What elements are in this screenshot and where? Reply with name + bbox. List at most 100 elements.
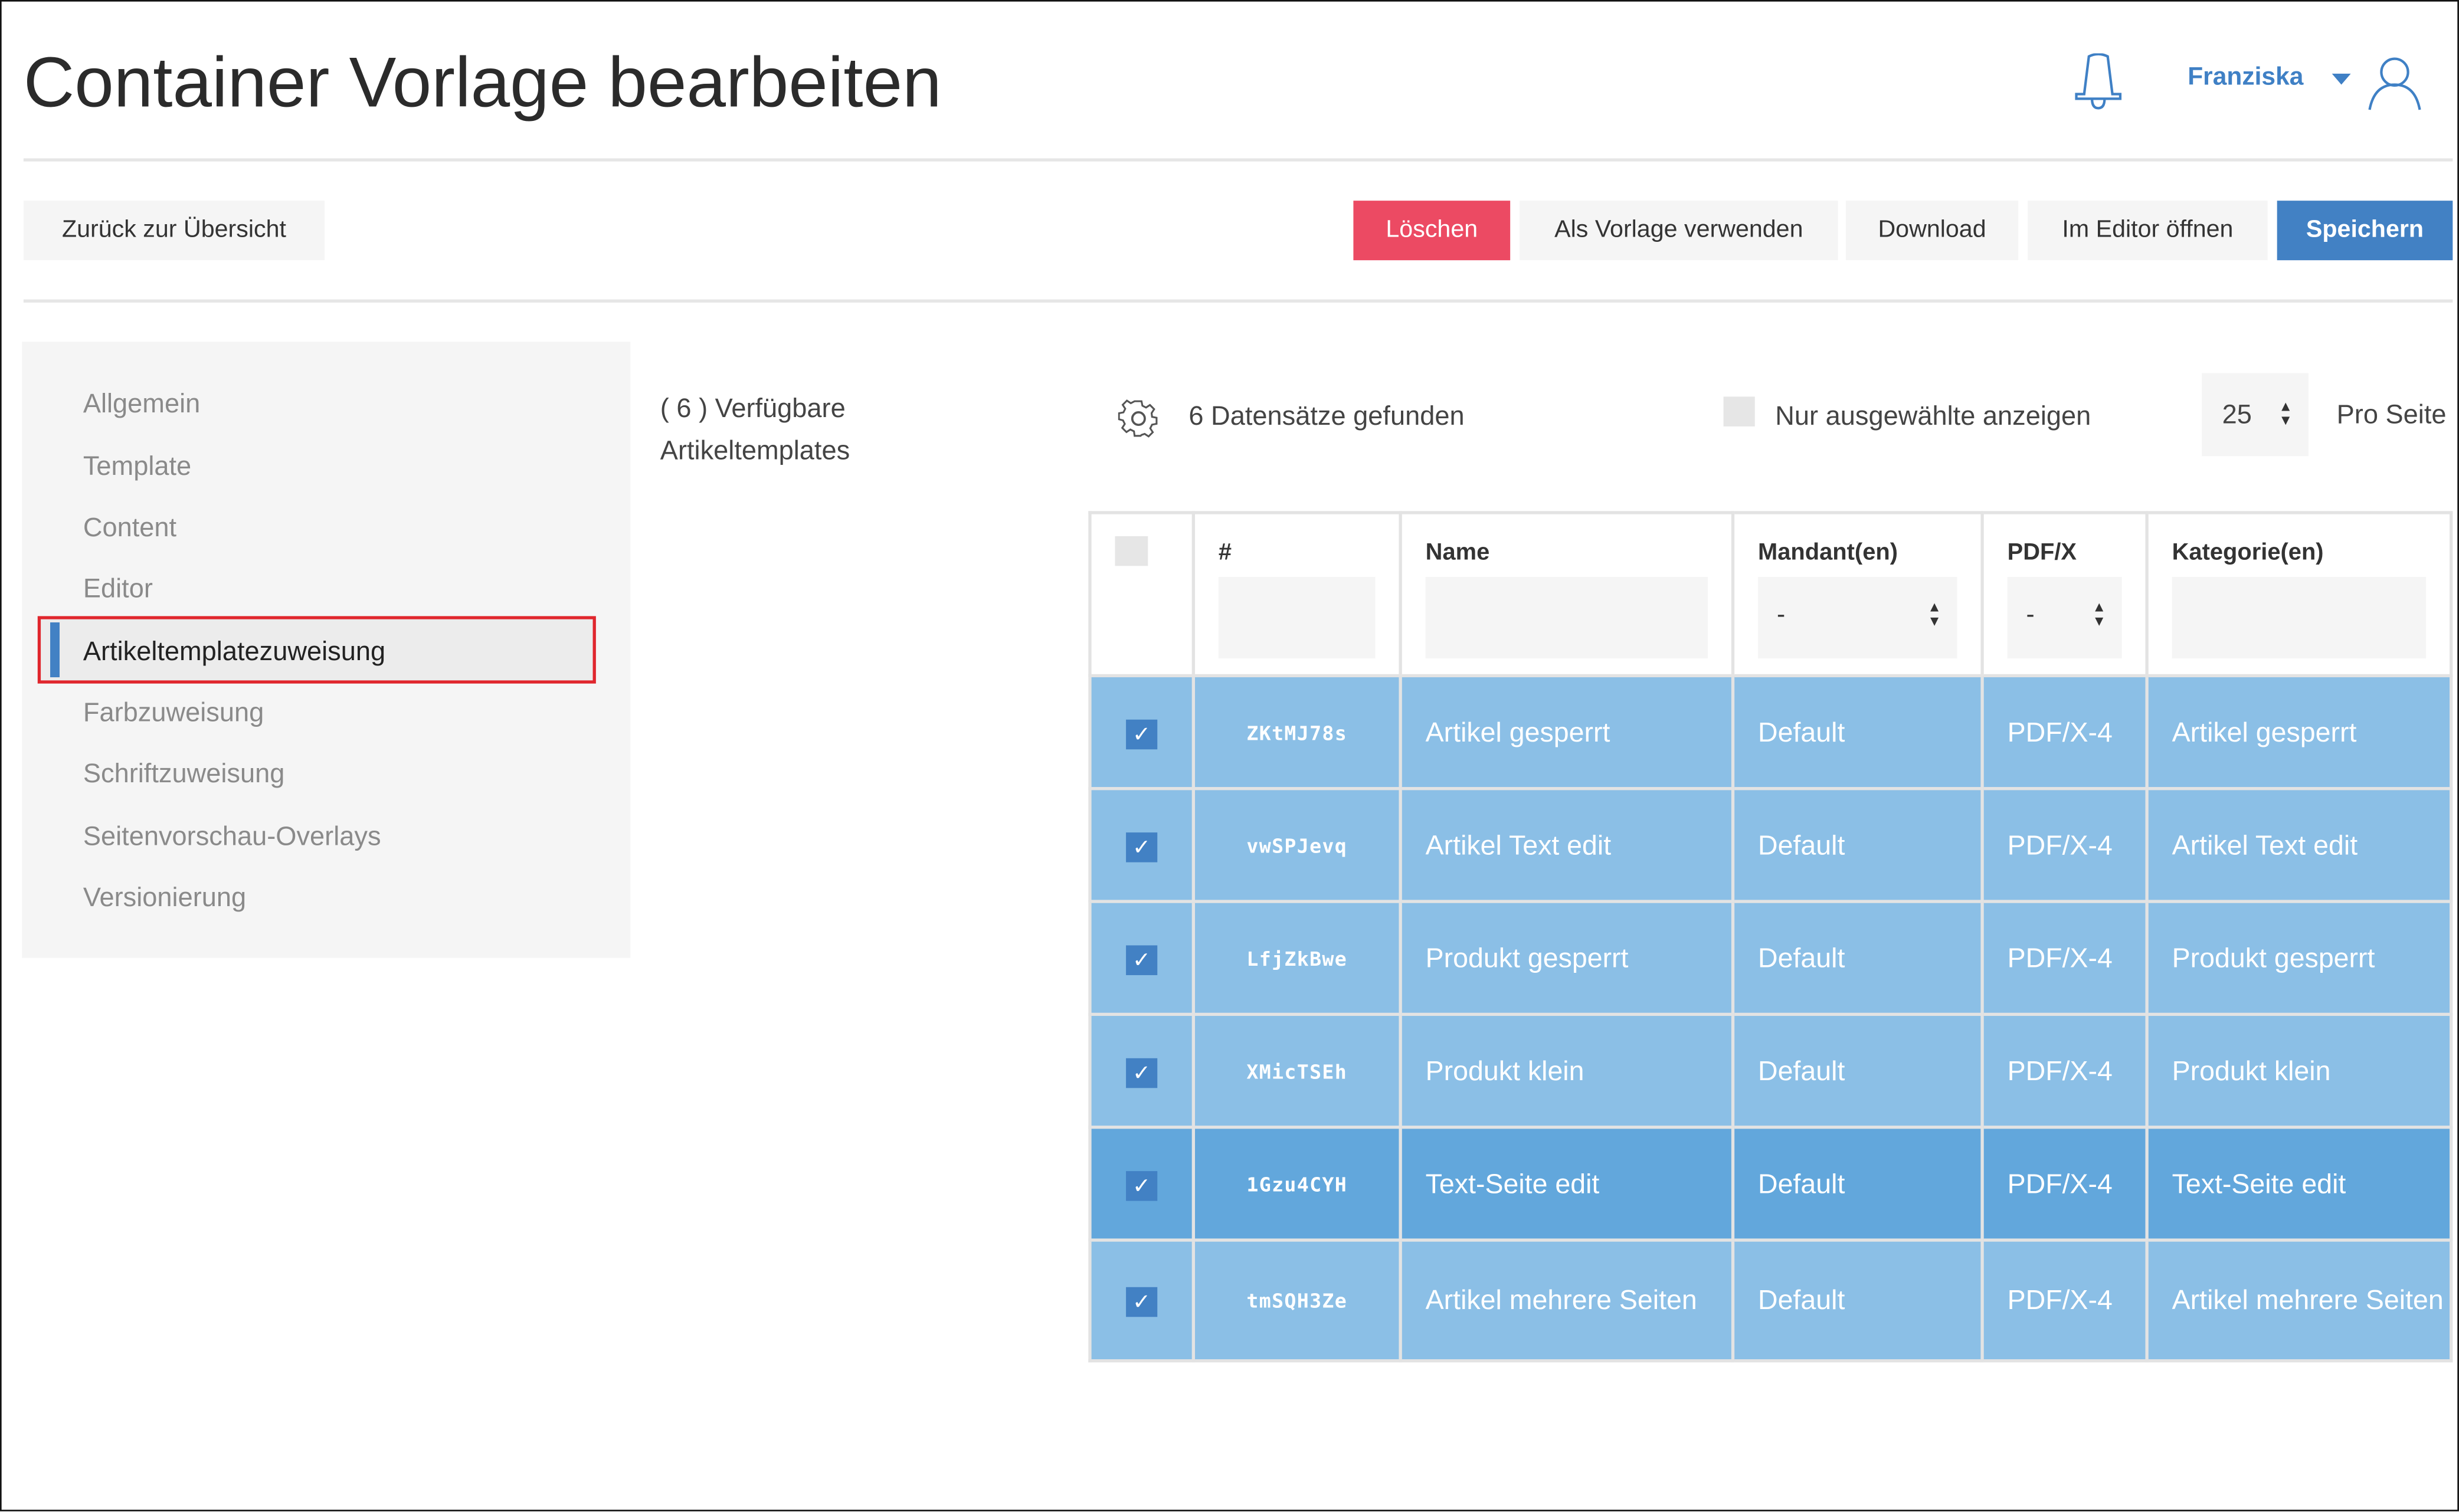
checkmark-icon: ✓ [1132,720,1151,746]
available-count-label-2: Artikeltemplates [660,435,850,466]
only-selected-label: Nur ausgewählte anzeigen [1775,401,2091,431]
select-arrows-icon: ▲ ▼ [2278,398,2293,428]
id-cell: ZKtMJ78s [1191,674,1402,791]
row-select-cell: ✓ [1088,674,1196,791]
checkmark-icon: ✓ [1132,1172,1151,1198]
id-cell: tmSQH3Ze [1191,1238,1402,1363]
mandant-cell: Default [1731,1012,1984,1129]
table-row[interactable]: ✓ tmSQH3Ze Artikel mehrere Seiten Default PD… [1088,1238,2453,1363]
caret-down-icon[interactable] [2332,73,2351,85]
row-checkbox[interactable]: ✓ [1126,831,1158,862]
sidebar-item-farbzuweisung[interactable]: Farbzuweisung [83,697,264,728]
mandant-cell: Default [1731,674,1984,791]
select-all-checkbox[interactable] [1115,536,1148,566]
column-mandant: Mandant(en) - ▲ ▼ [1731,511,1984,678]
sidebar-item-content[interactable]: Content [83,513,177,543]
checkmark-icon: ✓ [1132,1288,1151,1314]
name-cell: Artikel mehrere Seiten [1399,1238,1735,1363]
page-title: Container Vorlage bearbeiten [23,42,942,123]
id-cell: vwSPJevq [1191,787,1402,903]
column-id: # [1191,511,1402,678]
kategorie-cell: Artikel mehrere Seiten [2145,1238,2453,1363]
filter-value: - [1776,602,1786,629]
active-indicator [50,622,60,678]
row-select-cell: ✓ [1088,1238,1196,1363]
name-cell: Produkt klein [1399,1012,1735,1129]
sidebar-item-template[interactable]: Template [83,451,192,481]
sidebar: Allgemein Template Content Editor Artike… [22,342,631,958]
sidebar-item-seitenvorschau-overlays[interactable]: Seitenvorschau-Overlays [83,821,381,852]
row-checkbox[interactable]: ✓ [1126,1057,1158,1087]
row-checkbox[interactable]: ✓ [1126,1170,1158,1201]
templates-table: # Name Mandant(en) - ▲ ▼ PDF/X - ▲ ▼ Kategorie… [1088,511,2453,1363]
pdfx-cell: PDF/X-4 [1980,787,2149,903]
pdfx-cell: PDF/X-4 [1980,900,2149,1016]
kategorie-cell: Produkt klein [2145,1012,2453,1129]
row-select-cell: ✓ [1088,1126,1196,1242]
user-icon[interactable] [2365,55,2425,111]
id-cell: XMicTSEh [1191,1012,1402,1129]
column-label: Mandant(en) [1758,539,1898,566]
table-row[interactable]: ✓ 1Gzu4CYH Text-Seite edit Default PDF/X-4 Te… [1088,1126,2453,1242]
column-label: Name [1425,539,1490,566]
only-selected-checkbox[interactable] [1723,396,1755,427]
sidebar-item-allgemein[interactable]: Allgemein [83,389,201,419]
pdfx-cell: PDF/X-4 [1980,674,2149,791]
column-name: Name [1399,511,1735,678]
save-button[interactable]: Speichern [2277,201,2453,261]
checkmark-icon: ✓ [1132,833,1151,858]
row-select-cell: ✓ [1088,787,1196,903]
id-filter-input[interactable] [1218,576,1376,659]
user-name[interactable]: Franziska [2188,64,2304,91]
use-as-template-button[interactable]: Als Vorlage verwenden [1520,201,1838,261]
active-item-highlight [37,616,596,684]
back-to-overview-button[interactable]: Zurück zur Übersicht [23,201,325,261]
divider [23,299,2453,303]
id-cell: 1Gzu4CYH [1191,1126,1402,1242]
select-arrows-icon: ▲ ▼ [2092,599,2107,629]
per-page-value: 25 [2222,399,2252,430]
pdfx-cell: PDF/X-4 [1980,1126,2149,1242]
name-filter-input[interactable] [1425,576,1708,659]
select-all-header [1088,511,1196,678]
table-row[interactable]: ✓ ZKtMJ78s Artikel gesperrt Default PDF/X-4 A… [1088,674,2453,791]
name-cell: Artikel Text edit [1399,787,1735,903]
sidebar-item-artikeltemplatezuweisung[interactable]: Artikeltemplatezuweisung [83,636,386,667]
row-checkbox[interactable]: ✓ [1126,1287,1158,1317]
table-row[interactable]: ✓ XMicTSEh Produkt klein Default PDF/X-4 Prod… [1088,1012,2453,1129]
sidebar-item-versionierung[interactable]: Versionierung [83,883,247,913]
table-header: # Name Mandant(en) - ▲ ▼ PDF/X - ▲ ▼ Kategorie… [1088,511,2453,678]
available-count-label: ( 6 ) Verfügbare [660,393,846,424]
mandant-cell: Default [1731,1238,1984,1363]
name-cell: Produkt gesperrt [1399,900,1735,1016]
mandant-cell: Default [1731,900,1984,1016]
mandant-cell: Default [1731,787,1984,903]
sidebar-item-editor[interactable]: Editor [83,573,153,604]
kategorie-cell: Produkt gesperrt [2145,900,2453,1016]
kategorie-cell: Artikel Text edit [2145,787,2453,903]
download-button[interactable]: Download [1845,201,2019,261]
gear-icon[interactable] [1118,398,1159,439]
mandant-filter-select[interactable]: - ▲ ▼ [1758,576,1957,659]
id-cell: LfjZkBwe [1191,900,1402,1016]
row-select-cell: ✓ [1088,900,1196,1016]
sidebar-item-schriftzuweisung[interactable]: Schriftzuweisung [83,759,285,789]
open-in-editor-button[interactable]: Im Editor öffnen [2028,201,2268,261]
name-cell: Text-Seite edit [1399,1126,1735,1242]
pdfx-cell: PDF/X-4 [1980,1238,2149,1363]
kategorie-filter-input[interactable] [2172,576,2427,659]
divider [23,158,2453,162]
filter-value: - [2026,602,2035,629]
table-row[interactable]: ✓ vwSPJevq Artikel Text edit Default PDF/X-4… [1088,787,2453,903]
column-kategorie: Kategorie(en) [2145,511,2453,678]
pdfx-filter-select[interactable]: - ▲ ▼ [2007,576,2122,659]
per-page-select[interactable]: 25 ▲ ▼ [2202,373,2309,457]
row-checkbox[interactable]: ✓ [1126,944,1158,975]
row-select-cell: ✓ [1088,1012,1196,1129]
table-row[interactable]: ✓ LfjZkBwe Produkt gesperrt Default PDF/X-4 P… [1088,900,2453,1016]
bell-icon[interactable] [2072,53,2125,110]
delete-button[interactable]: Löschen [1353,201,1511,261]
records-found: 6 Datensätze gefunden [1188,401,1465,431]
row-checkbox[interactable]: ✓ [1126,719,1158,749]
